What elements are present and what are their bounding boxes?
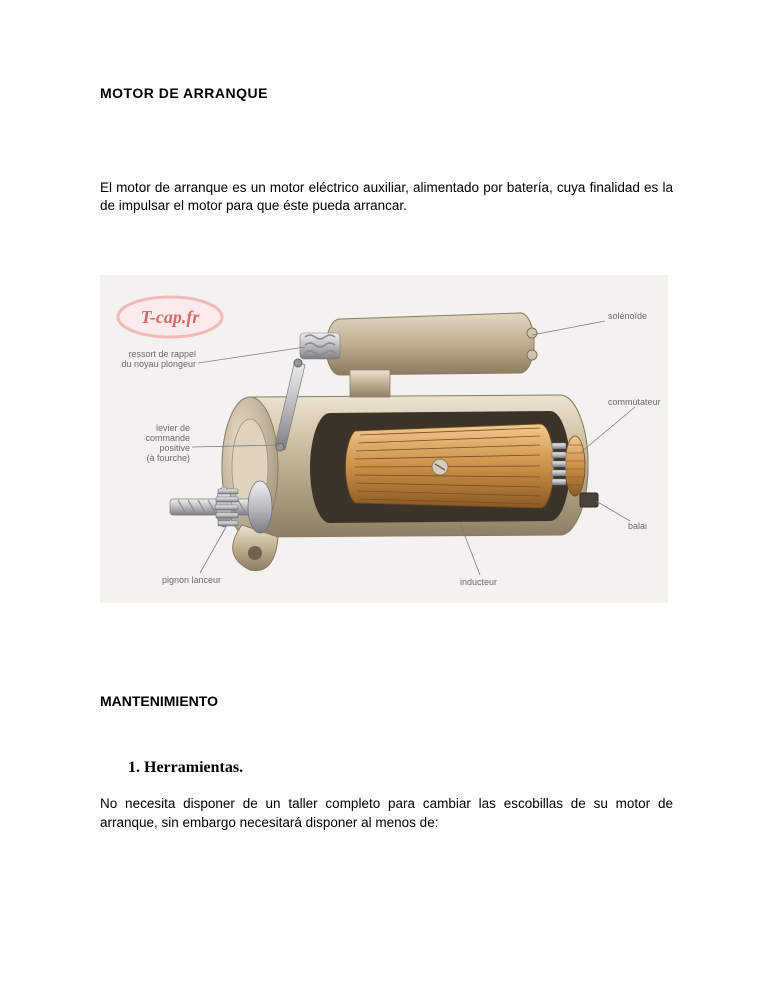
label-ressort1: ressort de rappel — [128, 349, 196, 359]
page-title: MOTOR DE ARRANQUE — [100, 85, 673, 101]
label-inducteur: inducteur — [460, 577, 497, 587]
commutator — [565, 436, 585, 496]
plunger-spring — [300, 333, 340, 359]
para-herramientas: No necesita disponer de un taller comple… — [100, 795, 673, 831]
armature-cutaway — [310, 411, 585, 523]
list-item-1: 1. Herramientas. — [128, 759, 673, 777]
label-levier3: positive — [159, 443, 190, 453]
section-mantenimiento: MANTENIMIENTO — [100, 693, 673, 709]
intro-paragraph: El motor de arranque es un motor eléctri… — [100, 179, 673, 215]
label-commutateur: commutateur — [608, 397, 661, 407]
label-levier1: levier de — [156, 423, 190, 433]
label-balai: balai — [628, 521, 647, 531]
watermark-logo: T-cap.fr — [118, 297, 222, 337]
label-levier2: commande — [145, 433, 190, 443]
label-solenoide: solénoïde — [608, 311, 647, 321]
brush — [580, 493, 598, 507]
watermark-text: T-cap.fr — [141, 307, 201, 327]
label-levier4: (à fourche) — [146, 453, 190, 463]
starter-motor-figure: T-cap.fr — [100, 275, 668, 603]
label-pignon: pignon lanceur — [162, 575, 221, 585]
label-ressort2: du noyau plongeur — [121, 359, 196, 369]
